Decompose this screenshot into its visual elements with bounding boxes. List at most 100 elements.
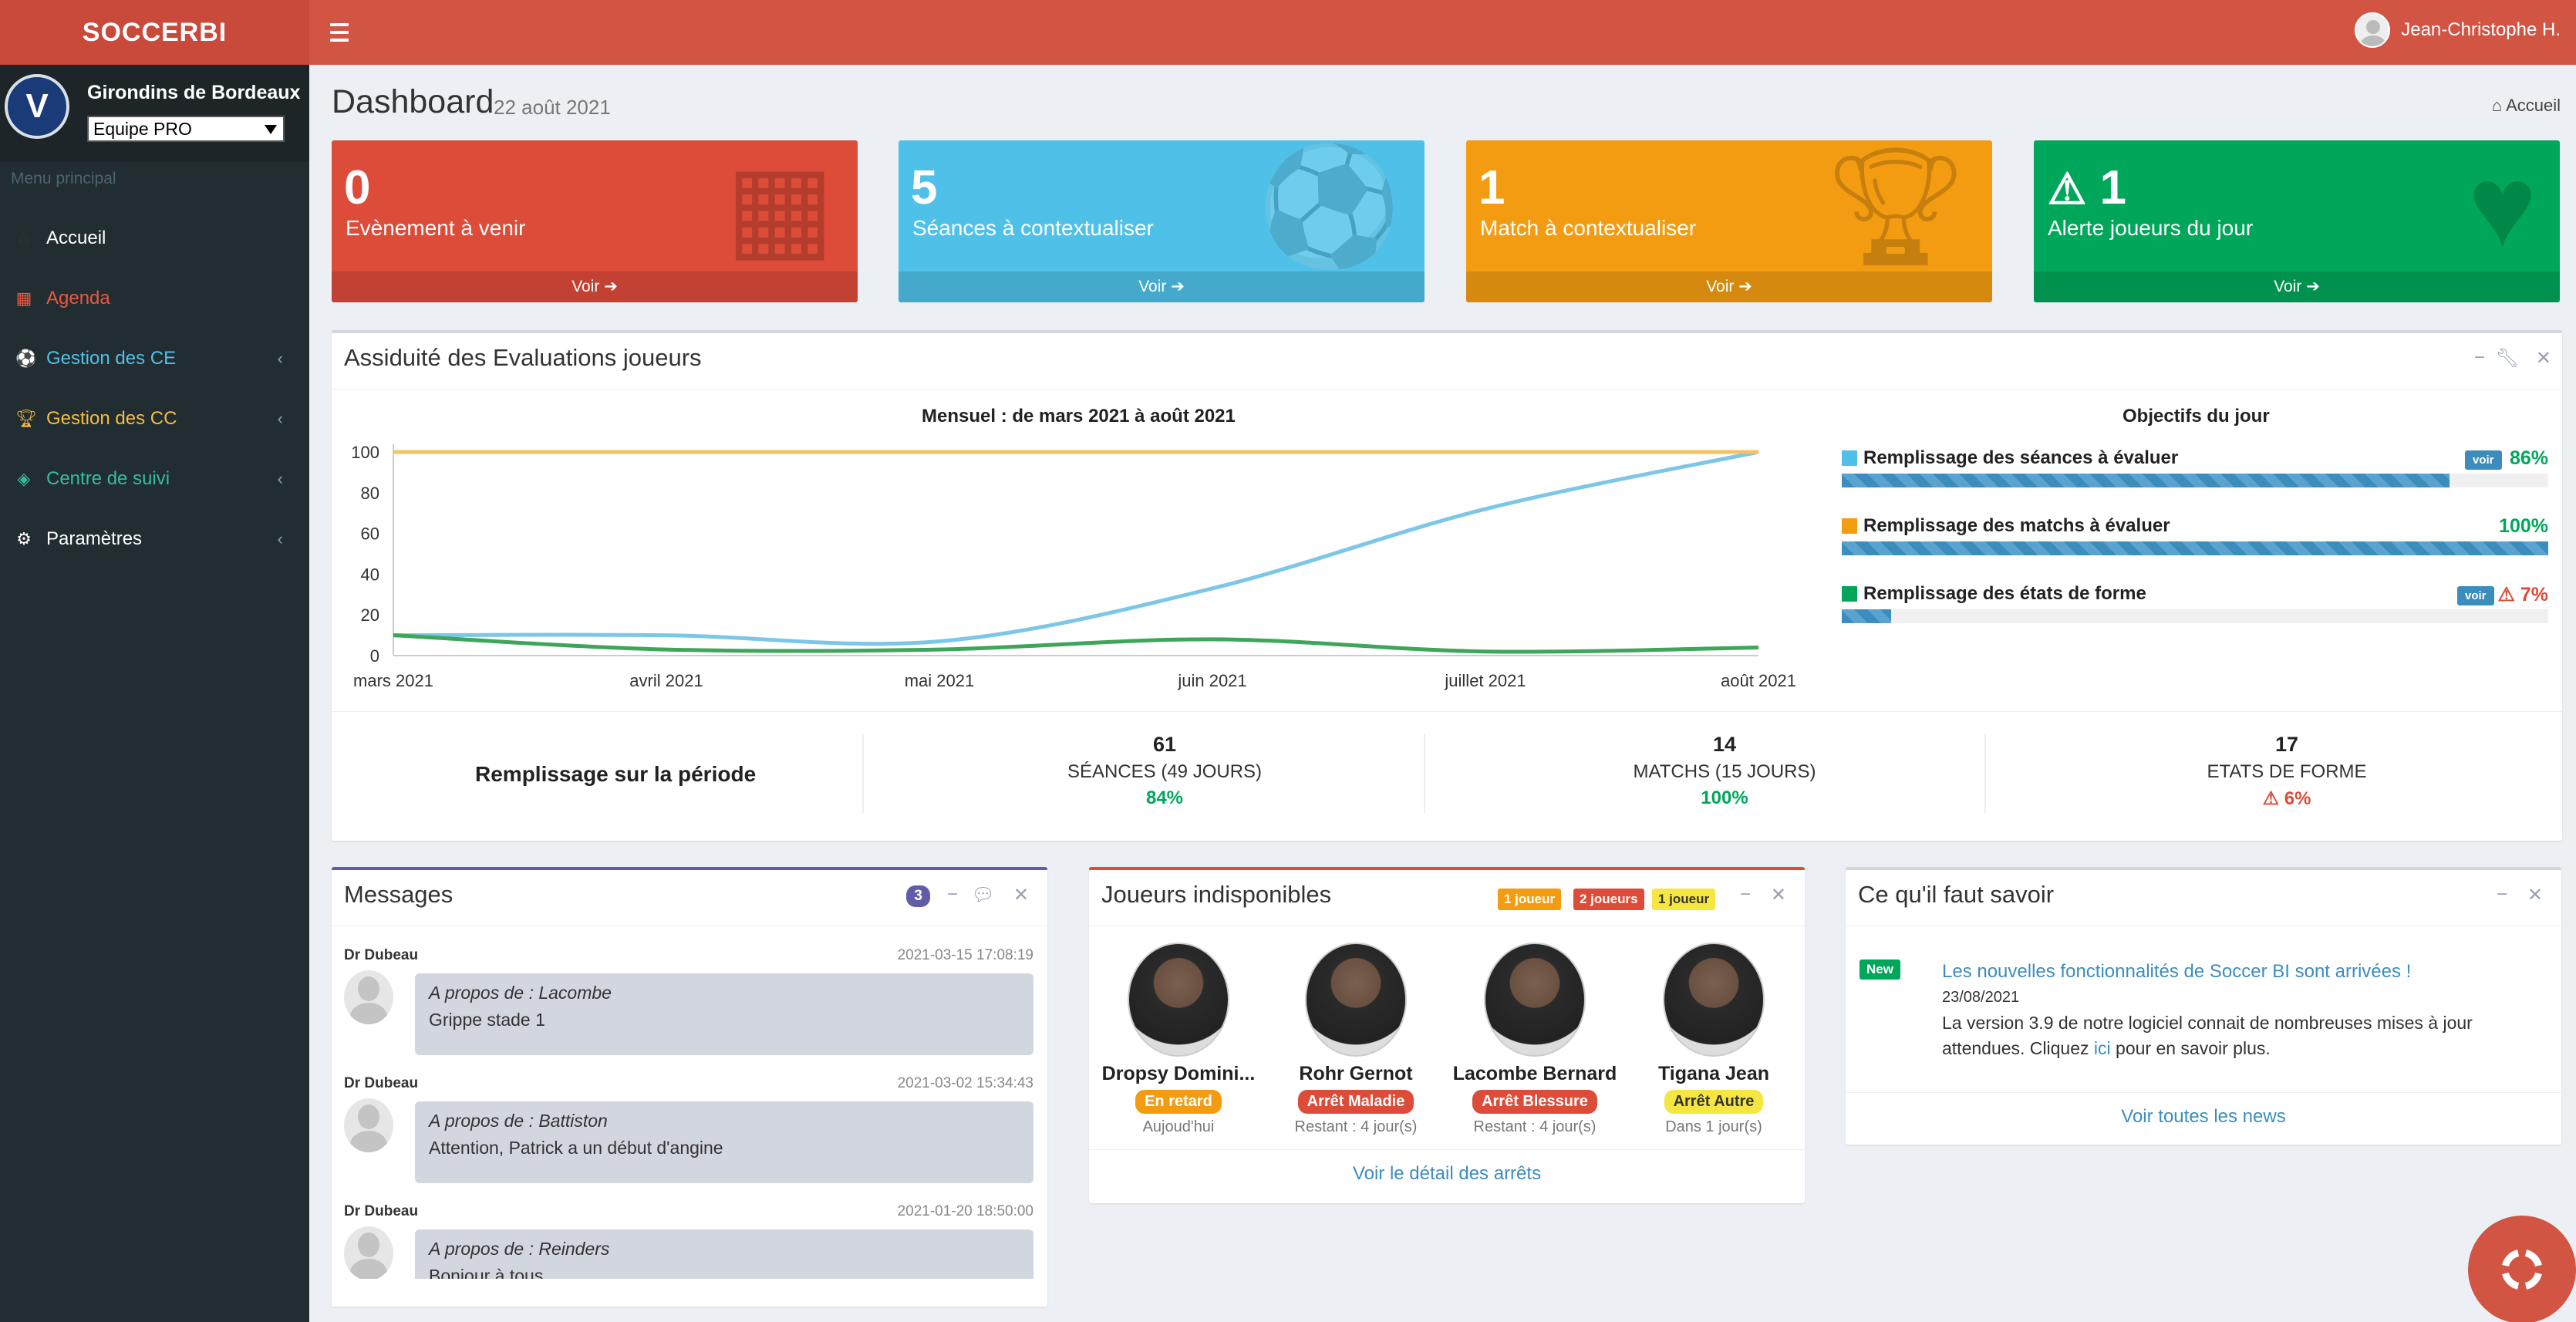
cube-icon: ◈ bbox=[17, 469, 31, 488]
sidebar-item-parametres[interactable]: ⚙ Paramètres ‹ bbox=[0, 511, 309, 568]
page-date: 22 août 2021 bbox=[494, 96, 611, 119]
sessions-box: 5 Séances à contextualiser ⚽ Voir ➔ bbox=[899, 140, 1425, 302]
y-tick-label: 100 bbox=[351, 443, 379, 462]
goal-label: Remplissage des matchs à évaluer bbox=[1863, 515, 2170, 536]
sidebar-item-label: Agenda bbox=[46, 288, 110, 309]
home-icon: ⌂ bbox=[19, 228, 29, 248]
player-photo bbox=[1305, 943, 1407, 1057]
goal-forme-pct: ⚠ 7% bbox=[2497, 584, 2548, 605]
gear-icon: ⚙ bbox=[16, 529, 32, 548]
line-chart: 0 20 40 60 80 100 mars 2021 avril 2021 mai 2021 j… bbox=[351, 443, 1796, 690]
unavailable-details-link[interactable]: Voir le détail des arrêts bbox=[1352, 1163, 1542, 1184]
stat-label: SÉANCES (49 JOURS) bbox=[1067, 761, 1263, 782]
club-crest-logo: V bbox=[5, 74, 69, 139]
x-tick-label: avril 2021 bbox=[629, 671, 703, 690]
menu-header: Menu principal bbox=[11, 170, 116, 187]
club-name: Girondins de Bordeaux bbox=[87, 82, 301, 103]
events-box: 0 Evènement à venir ▦ Voir ➔ bbox=[332, 140, 858, 302]
news-body: La version 3.9 de notre logiciel connait… bbox=[1942, 1013, 2473, 1058]
message-author: Dr Dubeau bbox=[344, 1203, 419, 1219]
app-logo[interactable]: SOCCERBI bbox=[0, 0, 309, 65]
player-card[interactable]: Dropsy Domini... En retard Aujoud'hui bbox=[1094, 943, 1263, 1136]
all-news-link[interactable]: Voir toutes les news bbox=[2121, 1106, 2286, 1127]
x-tick-label: mai 2021 bbox=[905, 671, 975, 690]
warning-icon: ⚠ bbox=[2048, 164, 2087, 213]
player-status-badge: Arrêt Blessure bbox=[1472, 1090, 1597, 1114]
team-select[interactable]: Equipe PRO bbox=[87, 116, 285, 142]
alerts-label: Alerte joueurs du jour bbox=[2048, 216, 2254, 240]
goal-matchs-pct: 100% bbox=[2499, 515, 2548, 537]
warning-icon: ⚠ bbox=[2262, 788, 2280, 809]
minimize-icon[interactable]: − bbox=[2473, 347, 2485, 368]
chat-icon[interactable]: 💬︎ bbox=[971, 885, 995, 906]
close-icon[interactable]: ✕ bbox=[1770, 885, 1786, 906]
events-voir-link[interactable]: Voir ➔ bbox=[332, 271, 858, 302]
minimize-icon[interactable]: − bbox=[946, 884, 958, 905]
y-tick-label: 20 bbox=[361, 605, 379, 625]
sidebar-item-gestion-ce[interactable]: ⚽ Gestion des CE ‹ bbox=[0, 330, 309, 387]
stat-value: 61 bbox=[1152, 733, 1177, 756]
player-name: Tigana Jean bbox=[1657, 1063, 1770, 1084]
evaluation-card: Assiduité des Evaluations joueurs − 🔧︎ ✕ bbox=[332, 330, 2562, 841]
calendar-icon: ▦ bbox=[15, 288, 32, 308]
minimize-icon[interactable]: − bbox=[1739, 884, 1751, 905]
news-here-link[interactable]: ici bbox=[2093, 1038, 2111, 1058]
breadcrumb[interactable]: ⌂ Accueil bbox=[2492, 96, 2561, 116]
player-card[interactable]: Lacombe Bernard Arrêt Blessure Restant :… bbox=[1450, 943, 1620, 1136]
legend-swatch bbox=[1842, 518, 1857, 534]
user-menu[interactable]: Jean-Christophe H. bbox=[2355, 12, 2561, 48]
sidebar-item-gestion-cc[interactable]: 🏆︎ Gestion des CC ‹ bbox=[0, 390, 309, 447]
trophy-icon: 🏆︎ bbox=[15, 409, 37, 428]
messages-card: Messages 3 − 💬︎ ✕ Dr Dubeau 2021-03-15 1… bbox=[332, 867, 1047, 1307]
sidebar-item-centre-suivi[interactable]: ◈ Centre de suivi ‹ bbox=[0, 450, 309, 508]
news-new-badge: New bbox=[1860, 959, 1900, 980]
goal-progress-fill bbox=[1842, 474, 2450, 487]
message-time: 2021-03-15 17:08:19 bbox=[897, 947, 1033, 963]
help-lifebuoy-button[interactable] bbox=[2468, 1216, 2576, 1322]
sessions-voir-link[interactable]: Voir ➔ bbox=[899, 271, 1425, 302]
y-tick-label: 0 bbox=[370, 646, 379, 666]
events-count: 0 bbox=[344, 161, 371, 214]
close-icon[interactable]: ✕ bbox=[1013, 885, 1029, 906]
club-panel: V Girondins de Bordeaux Equipe PRO bbox=[0, 65, 309, 162]
message-bubble[interactable]: A propos de : Battiston Attention, Patric… bbox=[415, 1101, 1033, 1183]
goal-forme-voir-button[interactable]: voir bbox=[2457, 586, 2494, 605]
stat-matchs: 14 MATCHS (15 JOURS) 100% bbox=[1470, 733, 1979, 809]
menu-toggle-icon[interactable] bbox=[330, 19, 349, 46]
sessions-label: Séances à contextualiser bbox=[912, 216, 1154, 240]
news-card: Ce qu'il faut savoir − ✕ New Les nouvell… bbox=[1846, 867, 2561, 1145]
badge-stopped: 2 joueurs bbox=[1573, 889, 1644, 910]
evaluation-title: Assiduité des Evaluations joueurs bbox=[344, 344, 702, 371]
goal-sessions-pct: 86% bbox=[2509, 447, 2548, 469]
player-card[interactable]: Tigana Jean Arrêt Autre Dans 1 jour(s) bbox=[1629, 943, 1799, 1136]
chart-title: Mensuel : de mars 2021 à août 2021 bbox=[922, 406, 1236, 427]
x-tick-label: août 2021 bbox=[1721, 671, 1796, 690]
message-author: Dr Dubeau bbox=[344, 1075, 419, 1091]
minimize-icon[interactable]: − bbox=[2496, 884, 2507, 905]
sidebar-item-accueil[interactable]: ⌂ Accueil bbox=[0, 210, 309, 267]
alerts-voir-link[interactable]: Voir ➔ bbox=[2034, 271, 2560, 302]
wrench-icon[interactable]: 🔧︎ bbox=[2495, 348, 2519, 369]
player-card[interactable]: Rohr Gernot Arrêt Maladie Restant : 4 jo… bbox=[1271, 943, 1441, 1136]
sidebar-item-label: Accueil bbox=[46, 228, 106, 248]
match-label: Match à contextualiser bbox=[1480, 216, 1697, 240]
series-line bbox=[393, 633, 1759, 654]
sidebar-item-label: Gestion des CE bbox=[46, 348, 177, 369]
goal-label: Remplissage des séances à évaluer bbox=[1863, 447, 2179, 468]
close-icon[interactable]: ✕ bbox=[2535, 348, 2551, 369]
sidebar-item-agenda[interactable]: ▦ Agenda bbox=[0, 270, 309, 327]
badge-other: 1 joueur bbox=[1652, 889, 1716, 910]
events-label: Evènement à venir bbox=[346, 216, 526, 240]
stat-pct: 100% bbox=[1701, 787, 1748, 808]
player-photo bbox=[1663, 943, 1765, 1057]
message-bubble[interactable]: A propos de : Lacombe Grippe stade 1 bbox=[415, 973, 1033, 1055]
player-remaining: Restant : 4 jour(s) bbox=[1473, 1118, 1597, 1135]
breadcrumb-item[interactable]: Accueil bbox=[2506, 96, 2561, 115]
stat-label: MATCHS (15 JOURS) bbox=[1633, 761, 1816, 782]
close-icon[interactable]: ✕ bbox=[2527, 885, 2543, 906]
news-headline-link[interactable]: Les nouvelles fonctionnalités de Soccer … bbox=[1942, 961, 2412, 982]
stat-forme: 17 ETATS DE FORME ⚠ 6% bbox=[2032, 733, 2541, 810]
player-status-badge: Arrêt Maladie bbox=[1297, 1090, 1414, 1114]
goal-sessions-voir-button[interactable]: voir bbox=[2465, 450, 2502, 470]
match-voir-link[interactable]: Voir ➔ bbox=[1466, 271, 1992, 302]
